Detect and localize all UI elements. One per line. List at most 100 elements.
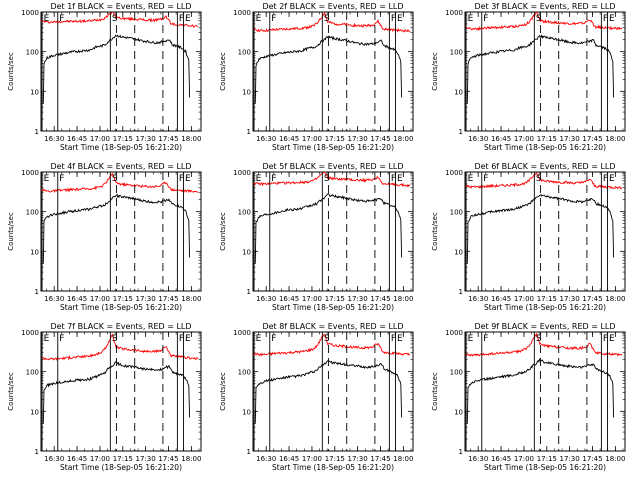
panel-title: Det 2f BLACK = Events, RED = LLD (262, 2, 403, 11)
x-tick-label: 16:30 (44, 455, 64, 463)
x-tick-label: 17:00 (90, 295, 110, 303)
y-tick-label: 1 (35, 288, 39, 296)
y-axis-label: Counts/sec (219, 372, 227, 411)
marker-label: F (391, 334, 396, 344)
y-tick-label: 1000 (233, 329, 251, 337)
x-tick-label: 17:15 (113, 455, 133, 463)
x-tick-label: 17:30 (560, 455, 580, 463)
marker-label: F (603, 334, 608, 344)
marker-label: E (44, 334, 50, 344)
series-line-lld (253, 12, 411, 33)
marker-label: E (256, 174, 262, 184)
y-tick-label: 100 (26, 49, 39, 57)
x-tick-label: 17:30 (560, 295, 580, 303)
y-tick-label: 10 (242, 88, 251, 96)
x-tick-label: 16:45 (67, 135, 87, 143)
x-tick-label: 17:15 (537, 455, 557, 463)
x-tick-label: 17:45 (158, 295, 178, 303)
x-tick-label: 17:00 (90, 135, 110, 143)
x-tick-label: 16:45 (491, 295, 511, 303)
marker-label: F (179, 14, 184, 24)
y-axis-label: Counts/sec (7, 372, 15, 411)
x-axis-label: Start Time (18-Sep-05 16:21:20) (60, 463, 182, 472)
marker-label: E (609, 174, 615, 184)
marker-label: E (468, 174, 474, 184)
series-line-events (253, 193, 403, 264)
y-tick-label: 10 (454, 88, 463, 96)
series-line-lld (41, 333, 199, 361)
series-line-lld (465, 332, 623, 357)
series-line-lld (41, 172, 199, 194)
x-tick-label: 17:15 (113, 135, 133, 143)
y-tick-label: 1 (35, 128, 39, 136)
x-tick-label: 16:45 (491, 455, 511, 463)
x-tick-label: 16:30 (468, 455, 488, 463)
panel-title: Det 6f BLACK = Events, RED = LLD (474, 162, 615, 171)
panel-title: Det 5f BLACK = Events, RED = LLD (262, 162, 403, 171)
marker-label: F (59, 334, 64, 344)
y-axis-label: Counts/sec (219, 52, 227, 91)
panel-6: Det 6f BLACK = Events, RED = LLD 1 10 100 10… (431, 162, 626, 312)
x-tick-label: 18:00 (181, 455, 201, 463)
x-tick-label: 17:00 (302, 455, 322, 463)
x-tick-label: 17:00 (514, 455, 534, 463)
marker-label: F (179, 174, 184, 184)
panel-title: Det 7f BLACK = Events, RED = LLD (50, 322, 191, 331)
y-tick-label: 1000 (445, 329, 463, 337)
x-tick-label: 16:45 (279, 135, 299, 143)
y-tick-label: 1000 (21, 329, 39, 337)
y-axis-label: Counts/sec (7, 212, 15, 251)
y-tick-label: 1000 (21, 169, 39, 177)
x-tick-label: 18:00 (605, 135, 625, 143)
plot-frame (40, 171, 202, 292)
marker-label: F (391, 14, 396, 24)
series-line-lld (465, 12, 623, 31)
x-tick-label: 17:45 (158, 135, 178, 143)
x-tick-label: 17:15 (325, 135, 345, 143)
marker-label: F (59, 14, 64, 24)
x-tick-label: 16:30 (468, 135, 488, 143)
marker-label: F (603, 174, 608, 184)
y-tick-label: 1000 (233, 9, 251, 17)
y-tick-label: 1000 (21, 9, 39, 17)
series-line-lld (41, 12, 199, 28)
marker-label: S (536, 174, 542, 184)
x-tick-label: 17:15 (537, 295, 557, 303)
panel-3: Det 3f BLACK = Events, RED = LLD 1 10 100 10… (431, 2, 626, 152)
plot-frame (40, 11, 202, 132)
x-axis-label: Start Time (18-Sep-05 16:21:20) (60, 303, 182, 312)
x-tick-label: 17:30 (560, 135, 580, 143)
x-tick-label: 18:00 (393, 455, 413, 463)
marker-label: F (391, 174, 396, 184)
series-line-lld (253, 334, 411, 357)
y-axis-label: Counts/sec (219, 212, 227, 251)
marker-label: F (271, 334, 276, 344)
marker-label: S (536, 14, 542, 24)
marker-label: E (256, 14, 262, 24)
series-line-lld (465, 172, 623, 190)
marker-label: F (59, 174, 64, 184)
marker-label: F (271, 174, 276, 184)
marker-label: S (536, 334, 542, 344)
plot-frame (464, 331, 626, 452)
panel-title: Det 3f BLACK = Events, RED = LLD (474, 2, 615, 11)
x-tick-label: 17:45 (370, 455, 390, 463)
x-tick-label: 17:15 (113, 295, 133, 303)
marker-label: S (324, 334, 330, 344)
plot-frame (252, 171, 414, 292)
x-tick-label: 16:45 (491, 135, 511, 143)
x-tick-label: 17:30 (348, 135, 368, 143)
series-line-events (41, 34, 191, 104)
marker-label: F (483, 334, 488, 344)
y-tick-label: 10 (242, 408, 251, 416)
x-tick-label: 16:45 (67, 455, 87, 463)
marker-label: E (397, 14, 403, 24)
y-tick-label: 10 (454, 408, 463, 416)
y-tick-label: 10 (30, 248, 39, 256)
marker-label: E (44, 14, 50, 24)
y-tick-label: 1 (459, 288, 463, 296)
y-tick-label: 100 (238, 369, 251, 377)
marker-label: E (185, 174, 191, 184)
x-tick-label: 16:45 (67, 295, 87, 303)
y-tick-label: 1 (459, 448, 463, 456)
